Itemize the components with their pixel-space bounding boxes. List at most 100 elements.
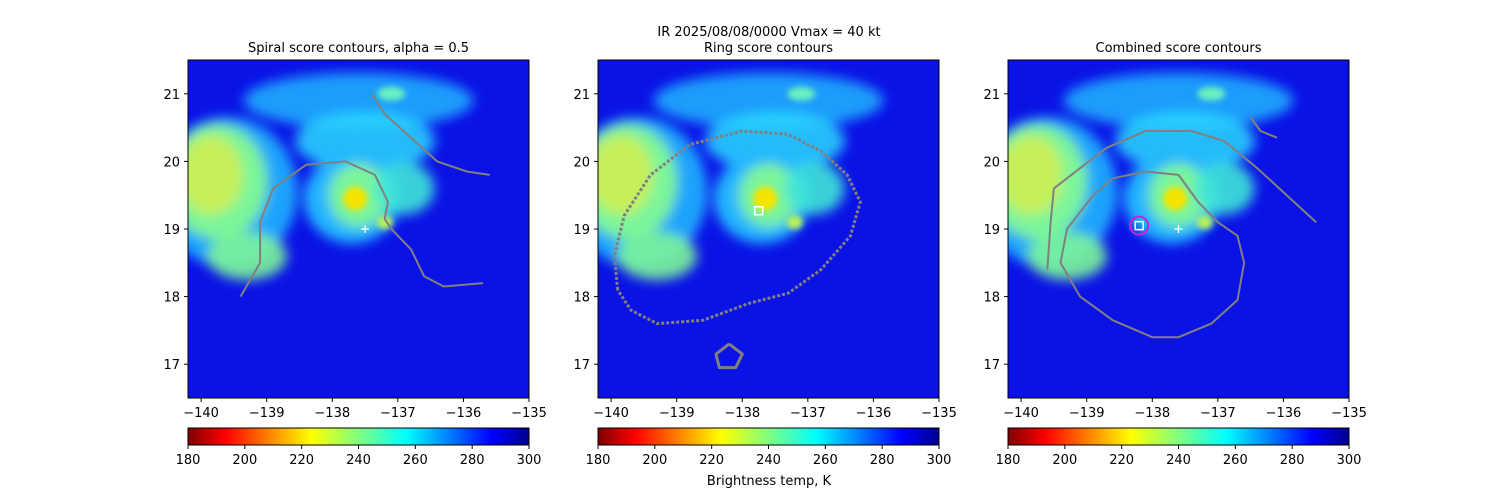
panel-title: Spiral score contours, alpha = 0.5 (248, 41, 469, 56)
combined-contour-outer (1046, 130, 1317, 270)
panel-title: Ring score contours (704, 41, 833, 56)
x-tick-label: −137 (790, 406, 826, 421)
x-tick-label: −137 (380, 406, 416, 421)
cloud-north-band (653, 72, 884, 129)
y-tick-label: 18 (163, 291, 180, 306)
combined-contour-spur (1249, 116, 1278, 139)
y-tick-label: 21 (983, 88, 1000, 103)
colorbar-tick-label: 220 (289, 453, 314, 468)
cloud-cold-top-2 (786, 215, 803, 230)
panel-2: Ring score contours −140 −139 −138 −137 −136 −… (573, 41, 957, 468)
cloud-north-mid (1115, 111, 1256, 172)
cloud-west-core (598, 134, 653, 215)
colorbar-tick-label: 240 (1166, 453, 1191, 468)
center-cross-marker (1174, 225, 1183, 233)
ring-contour-blob (714, 342, 744, 370)
y-tick-label: 17 (163, 358, 180, 373)
figure-suptitle: IR 2025/08/08/0000 Vmax = 40 kt (657, 25, 880, 40)
colorbar-tick-label: 280 (460, 453, 485, 468)
y-tick-label: 18 (983, 291, 1000, 306)
colorbar-tick-label: 180 (586, 453, 611, 468)
cloud-north-mid (705, 111, 846, 172)
x-tick-label: −138 (314, 406, 350, 421)
center-square-marker (1134, 220, 1144, 231)
cloud-field (1008, 72, 1294, 281)
colorbar: 180 200 220 240 260 280 300 (586, 427, 952, 468)
ir-image (598, 60, 939, 398)
colorbar: 180 200 220 240 260 280 300 (176, 427, 542, 468)
colorbar-gradient (187, 427, 530, 446)
center-cross-marker (361, 225, 370, 233)
cloud-west-core (188, 134, 243, 215)
colorbar: 180 200 220 240 260 280 300 (996, 427, 1362, 468)
cloud-east (784, 162, 845, 215)
colorbar-tick-label: 300 (517, 453, 542, 468)
colorbar-tick-label: 180 (996, 453, 1021, 468)
cloud-cold-top (753, 186, 778, 211)
y-tick-label: 18 (573, 291, 590, 306)
cloud-cold-top (1163, 186, 1188, 211)
cloud-east (374, 162, 435, 215)
colorbar-tick-label: 260 (1223, 453, 1248, 468)
colorbar-tick-label: 260 (813, 453, 838, 468)
colorbar-tick-label: 220 (699, 453, 724, 468)
panel-3: Combined score contours −140 −139 −138 −137 −… (983, 41, 1367, 468)
y-tick-label: 20 (573, 155, 590, 170)
colorbar-tick-label: 300 (1337, 453, 1362, 468)
x-tick-label: −137 (1200, 406, 1236, 421)
colorbar-tick-label: 280 (870, 453, 895, 468)
center-square-marker (753, 205, 764, 216)
cloud-southwest (617, 232, 698, 281)
y-tick-label: 17 (983, 358, 1000, 373)
colorbar-tick-label: 220 (1109, 453, 1134, 468)
x-tick-label: −139 (659, 406, 695, 421)
x-tick-label: −136 (446, 406, 482, 421)
colorbar-tick-label: 240 (756, 453, 781, 468)
x-tick-label: −135 (511, 406, 547, 421)
x-tick-label: −138 (1134, 406, 1170, 421)
x-tick-label: −139 (1069, 406, 1105, 421)
x-tick-label: −135 (921, 406, 957, 421)
y-tick-label: 19 (573, 223, 590, 238)
cloud-north-patch (787, 86, 816, 101)
y-tick-label: 20 (163, 155, 180, 170)
cloud-north-patch (377, 86, 406, 101)
y-tick-label: 20 (983, 155, 1000, 170)
cloud-cold-top-2 (1196, 215, 1213, 230)
colorbar-tick-label: 180 (176, 453, 201, 468)
cloud-east (1194, 162, 1255, 215)
y-tick-label: 21 (163, 88, 180, 103)
ring-contour-outer (612, 129, 862, 326)
colorbar-tick-label: 200 (1052, 453, 1077, 468)
cloud-west-core (1008, 134, 1063, 215)
x-tick-label: −135 (1331, 406, 1367, 421)
cloud-core (1163, 86, 1226, 230)
x-tick-label: −139 (249, 406, 285, 421)
combined-contour-ring (1059, 170, 1246, 339)
cloud-north-band (243, 72, 474, 129)
spiral-contour-2 (370, 93, 490, 176)
cloud-southwest (207, 232, 288, 281)
x-tick-label: −140 (183, 406, 219, 421)
colorbar-tick-label: 280 (1280, 453, 1305, 468)
y-tick-label: 17 (573, 358, 590, 373)
y-tick-label: 19 (163, 223, 180, 238)
colorbar-gradient (597, 427, 940, 446)
y-tick-label: 19 (983, 223, 1000, 238)
colorbar-tick-label: 200 (642, 453, 667, 468)
colorbar-tick-label: 300 (927, 453, 952, 468)
x-tick-label: −140 (1003, 406, 1039, 421)
x-tick-label: −140 (593, 406, 629, 421)
cloud-north-band (1063, 72, 1294, 129)
x-tick-label: −136 (1266, 406, 1302, 421)
colorbar-label: Brightness temp, K (707, 474, 832, 489)
colorbar-tick-label: 200 (232, 453, 257, 468)
x-tick-label: −138 (724, 406, 760, 421)
colorbar-gradient (1007, 427, 1350, 446)
cloud-north-mid (295, 111, 436, 172)
colorbar-tick-label: 260 (403, 453, 428, 468)
y-tick-label: 21 (573, 88, 590, 103)
x-tick-label: −136 (856, 406, 892, 421)
panel-title: Combined score contours (1096, 41, 1262, 56)
